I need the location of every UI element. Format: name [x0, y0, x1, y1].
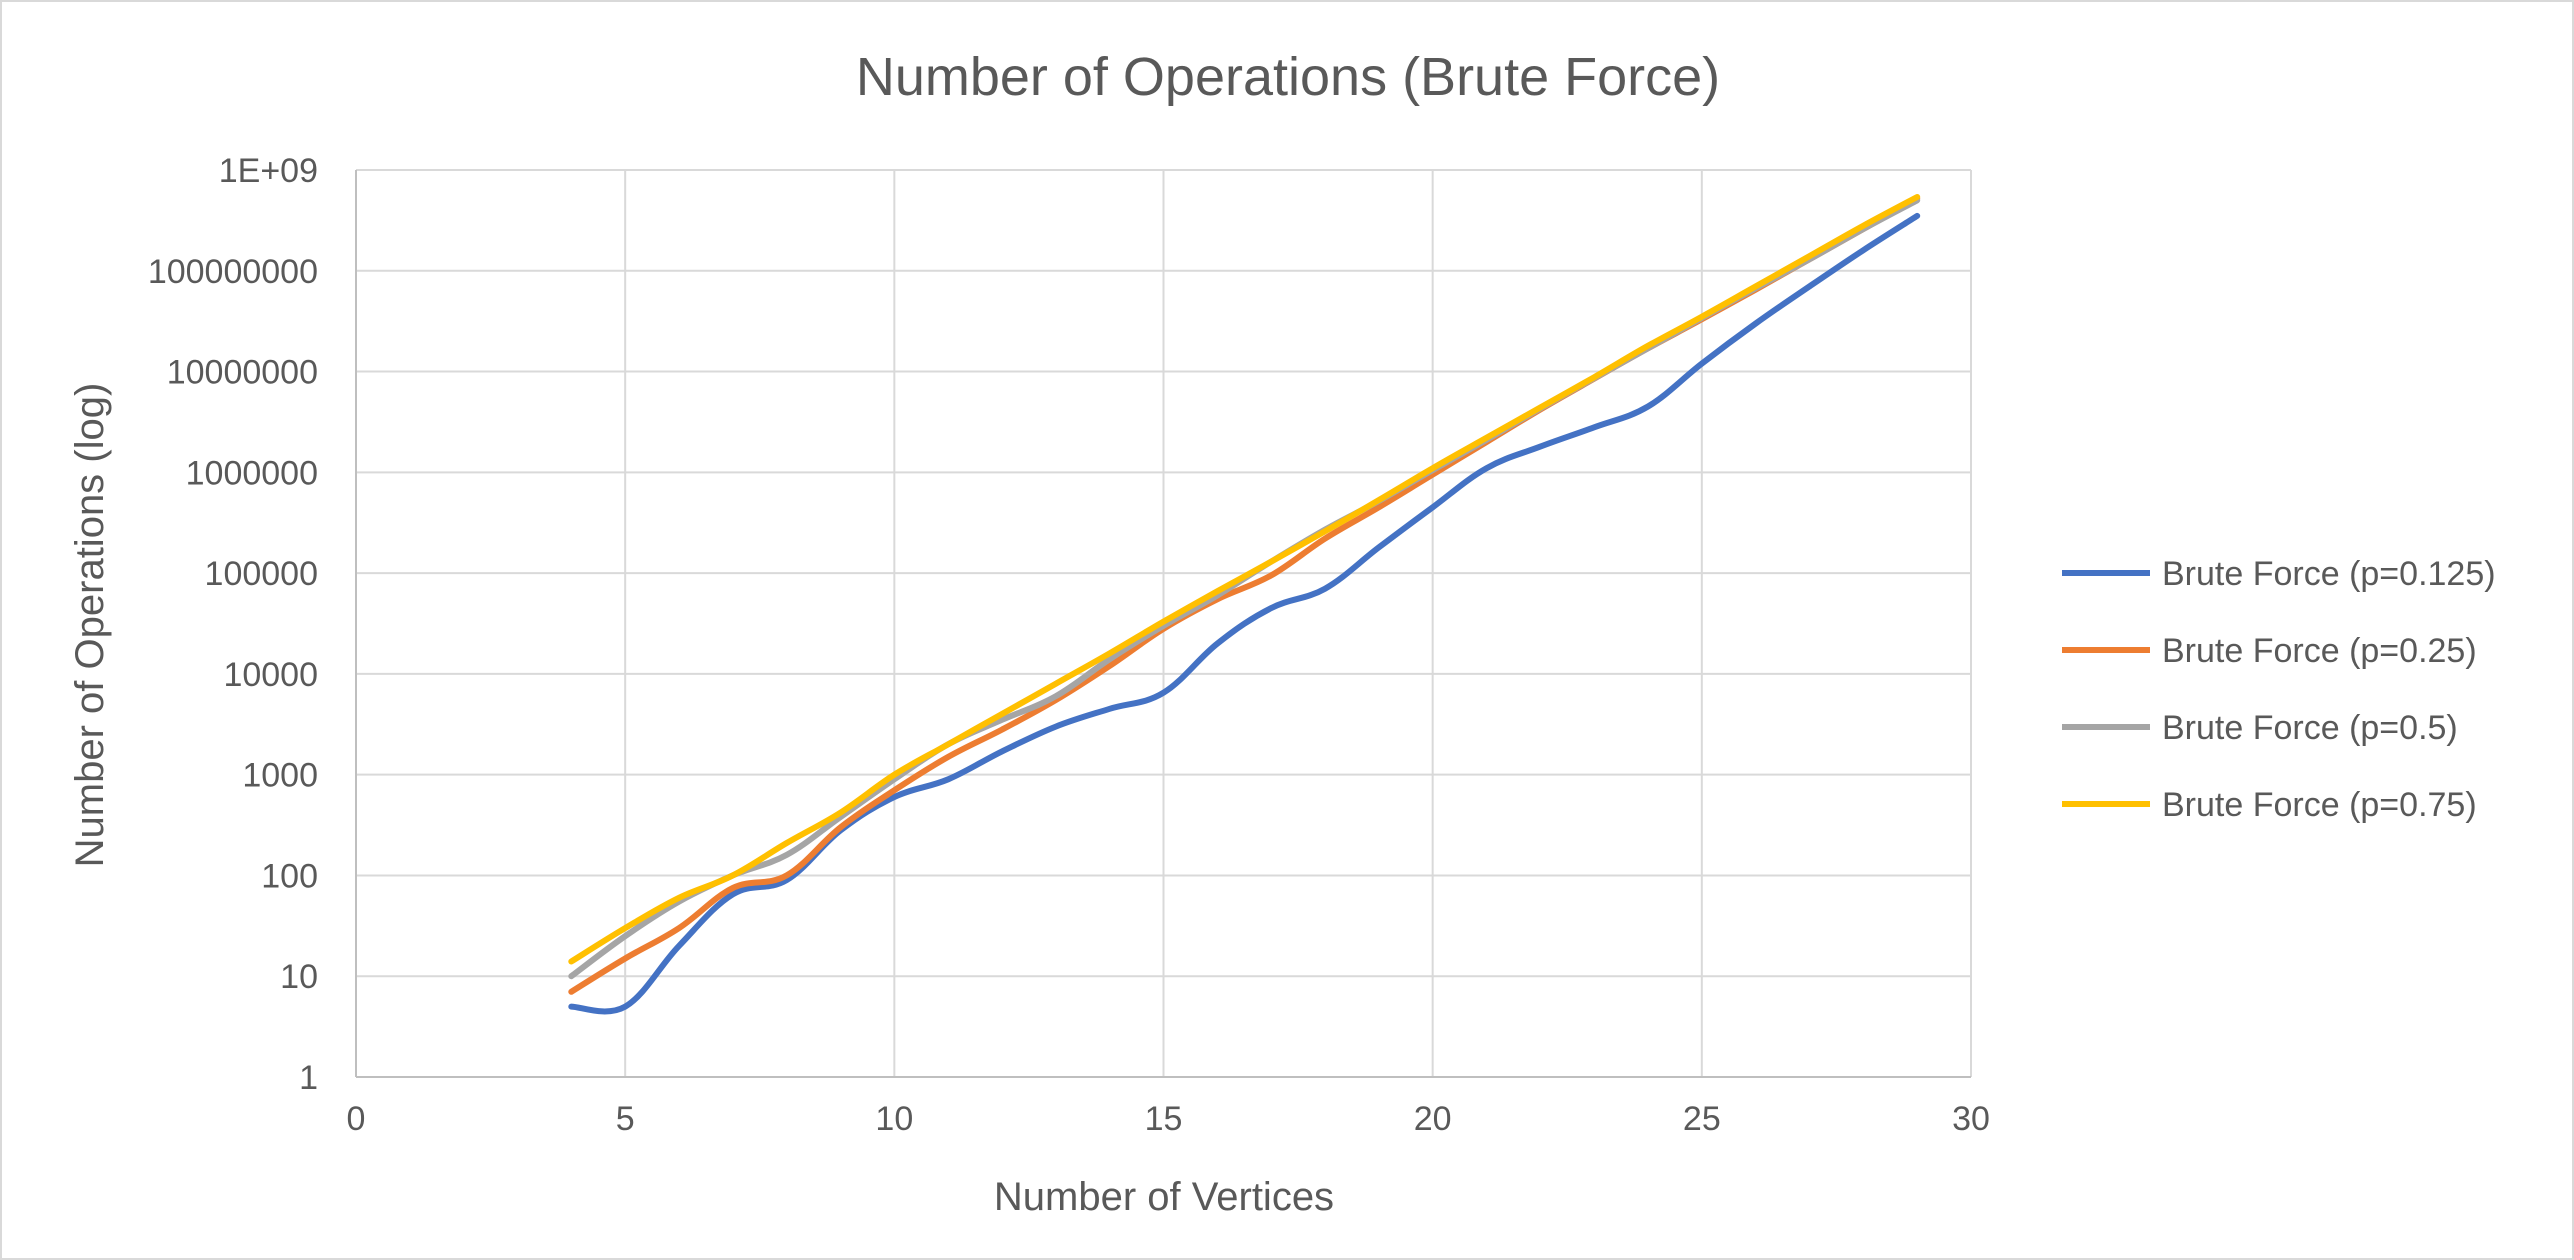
x-tick-label: 30 — [1952, 1100, 1990, 1138]
legend-item: Brute Force (p=0.125) — [2062, 555, 2496, 593]
y-tick-label: 10 — [280, 958, 318, 996]
series-lines — [568, 194, 1921, 1015]
y-tick-label: 1000000 — [186, 454, 318, 492]
y-axis-title: Number of Operations (log) — [68, 383, 112, 868]
y-tick-label: 100 — [261, 857, 318, 895]
x-tick-label: 5 — [616, 1100, 635, 1138]
y-tick-label: 1E+09 — [219, 152, 318, 190]
series-line-4 — [568, 194, 1921, 965]
chart-title: Number of Operations (Brute Force) — [856, 47, 1720, 107]
legend-label: Brute Force (p=0.75) — [2162, 786, 2477, 824]
series-line-2 — [568, 195, 1921, 995]
legend-label: Brute Force (p=0.125) — [2162, 555, 2496, 593]
legend: Brute Force (p=0.125) Brute Force (p=0.25… — [2062, 555, 2496, 824]
y-tick-label: 100000 — [205, 555, 318, 593]
x-tick-label: 15 — [1145, 1100, 1183, 1138]
x-axis-tick-labels: 0 5 10 15 20 25 30 — [347, 1100, 1990, 1138]
legend-item: Brute Force (p=0.25) — [2062, 632, 2477, 670]
legend-item: Brute Force (p=0.75) — [2062, 786, 2477, 824]
x-tick-label: 20 — [1414, 1100, 1452, 1138]
legend-label: Brute Force (p=0.25) — [2162, 632, 2477, 670]
x-tick-label: 0 — [347, 1100, 366, 1138]
y-tick-label: 10000000 — [167, 354, 318, 392]
legend-label: Brute Force (p=0.5) — [2162, 709, 2458, 747]
y-tick-label: 100000000 — [148, 253, 318, 291]
y-tick-label: 1 — [299, 1059, 318, 1097]
axes — [355, 170, 1971, 1078]
x-tick-label: 25 — [1683, 1100, 1721, 1138]
series-line-1 — [568, 212, 1921, 1015]
legend-item: Brute Force (p=0.5) — [2062, 709, 2458, 747]
y-tick-label: 10000 — [223, 656, 318, 694]
x-axis-title: Number of Vertices — [994, 1175, 1334, 1219]
y-tick-label: 1000 — [242, 757, 318, 795]
y-axis-tick-labels: 1 10 100 1000 10000 100000 1000000 10000000 1000… — [148, 152, 318, 1097]
x-tick-label: 10 — [875, 1100, 913, 1138]
